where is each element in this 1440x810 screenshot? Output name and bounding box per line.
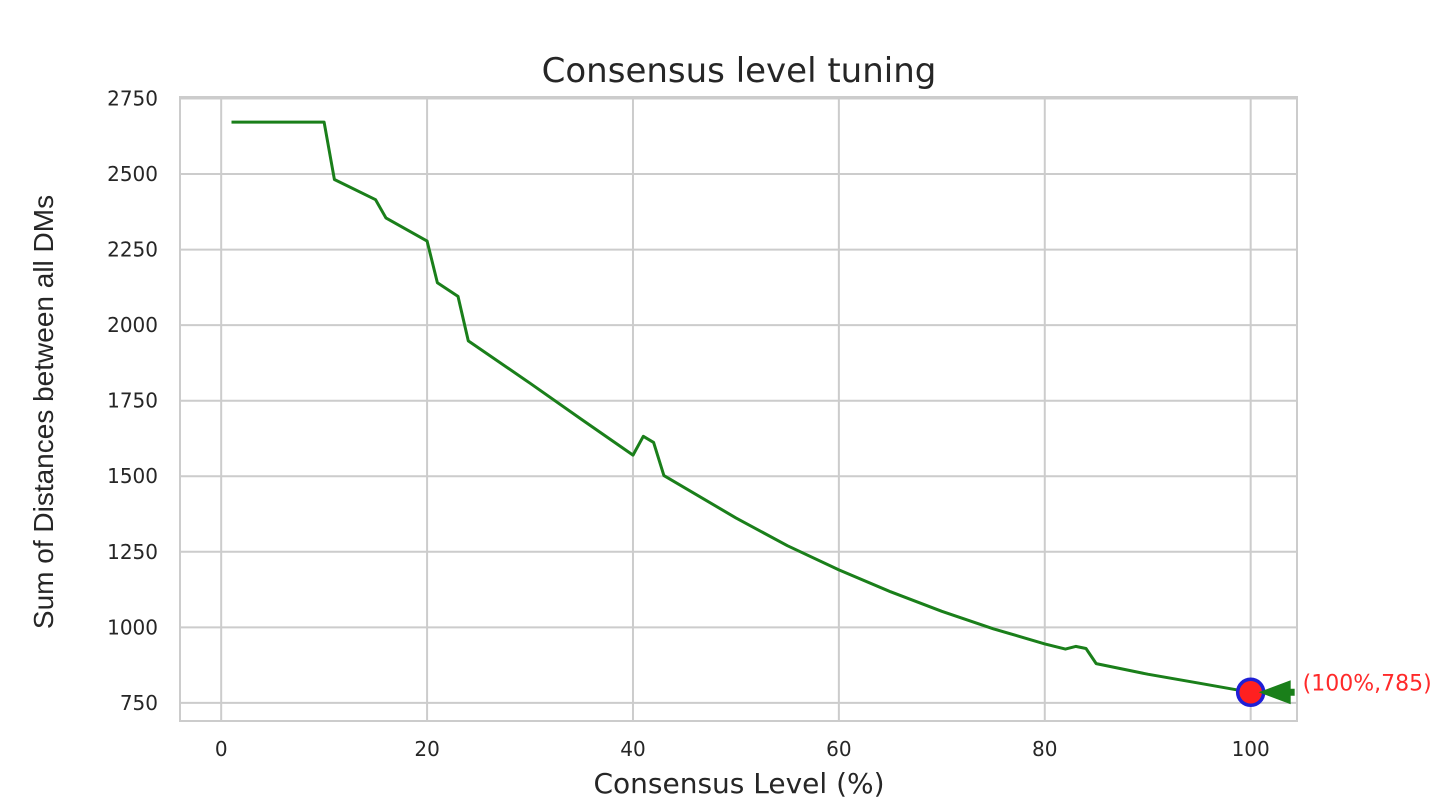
y-tick-labels: 750 1000 1250 1500 1750 2000 2250 2500 2750	[107, 87, 158, 715]
x-tick-label: 100	[1232, 737, 1270, 761]
chart-title: Consensus level tuning	[542, 51, 937, 91]
grid	[180, 97, 1297, 721]
annotation-arrowhead	[1258, 680, 1291, 705]
series-layer	[231, 120, 1266, 708]
x-tick-label: 0	[215, 737, 228, 761]
y-tick-label: 2500	[107, 162, 158, 186]
y-tick-label: 2250	[107, 238, 158, 262]
y-tick-label: 1500	[107, 464, 158, 488]
x-axis-label: Consensus Level (%)	[593, 767, 884, 800]
y-tick-label: 2000	[107, 313, 158, 337]
annotation: (100%,785)	[1258, 671, 1432, 705]
annotation-label: (100%,785)	[1303, 671, 1432, 696]
x-tick-label: 60	[826, 737, 851, 761]
y-tick-label: 1250	[107, 540, 158, 564]
series-line	[231, 120, 1251, 694]
x-tick-label: 40	[620, 737, 645, 761]
x-tick-labels: 0 20 40 60 80 100	[215, 737, 1270, 761]
y-tick-label: 2750	[107, 87, 158, 111]
y-axis-label: Sum of Distances between all DMs	[28, 195, 59, 629]
plot-frame	[179, 96, 1298, 722]
y-tick-label: 1000	[107, 615, 158, 639]
y-tick-label: 750	[120, 691, 158, 715]
x-tick-label: 20	[414, 737, 439, 761]
x-tick-label: 80	[1032, 737, 1057, 761]
y-tick-label: 1750	[107, 389, 158, 413]
